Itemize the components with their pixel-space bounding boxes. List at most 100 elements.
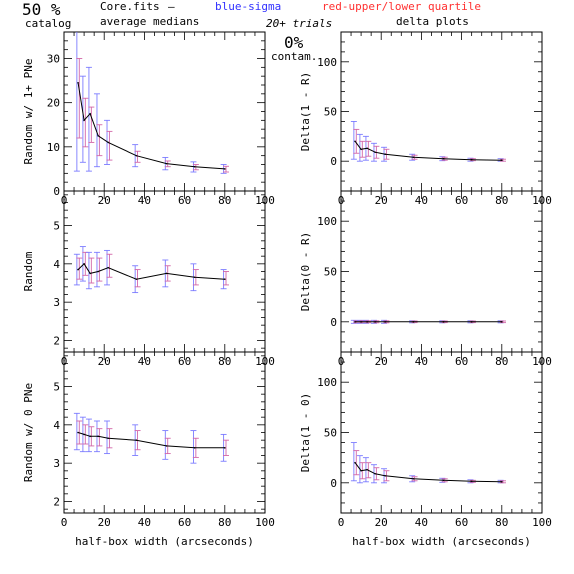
- x-axis-label: half-box width (arcseconds): [352, 535, 531, 548]
- x-tick-label: 40: [415, 194, 428, 207]
- median-point: [360, 321, 362, 323]
- panel-frame: [63, 190, 266, 353]
- x-tick-label: 40: [138, 194, 151, 207]
- averages-label: average medians: [100, 15, 199, 28]
- panel-frame: [340, 31, 543, 192]
- median-point: [360, 469, 362, 472]
- trials-label: 20+ trials: [266, 17, 332, 30]
- y-tick-label: 4: [53, 258, 60, 271]
- median-point: [193, 276, 196, 279]
- median-point: [107, 266, 110, 269]
- x-tick-label: 20: [375, 194, 388, 207]
- median-point: [135, 278, 138, 280]
- red-legend: red-upper/lower quartile: [322, 0, 481, 13]
- median-point: [165, 162, 168, 165]
- x-tick-label: 40: [138, 355, 151, 368]
- x-axis-label: half-box width (arcseconds): [75, 535, 254, 548]
- blue-legend: blue-sigma: [215, 0, 281, 13]
- y-tick-label: 0: [330, 155, 337, 168]
- x-tick-label: 60: [178, 355, 191, 368]
- median-point: [193, 447, 196, 449]
- median-point: [83, 119, 85, 122]
- y-tick-label: 3: [53, 296, 60, 309]
- y-tick-label: 2: [53, 496, 60, 509]
- median-point: [193, 165, 196, 168]
- x-tick-label: 80: [495, 355, 508, 368]
- median-point: [366, 147, 368, 150]
- dash-label: —: [168, 0, 175, 13]
- median-point: [384, 474, 387, 477]
- median-point: [224, 168, 226, 170]
- median-point: [107, 437, 110, 440]
- x-tick-label: 60: [455, 194, 468, 207]
- median-line: [354, 462, 502, 483]
- median-point: [107, 141, 110, 144]
- y-tick-label: 50: [324, 106, 337, 119]
- y-axis-label: Delta(1 - 0): [299, 393, 312, 472]
- median-point: [470, 480, 473, 483]
- y-tick-label: 4: [53, 419, 60, 432]
- median-point: [374, 472, 376, 475]
- percent-label: 50 %: [22, 0, 61, 19]
- x-tick-label: 0: [61, 516, 68, 529]
- x-tick-label: 80: [495, 194, 508, 207]
- y-tick-label: 0: [330, 477, 337, 490]
- y-tick-label: 50: [324, 427, 337, 440]
- contam-pct-label: 0%: [284, 33, 304, 52]
- median-point: [83, 263, 85, 265]
- median-point: [224, 278, 226, 280]
- median-point: [354, 140, 356, 143]
- median-line: [77, 263, 225, 280]
- median-point: [470, 158, 473, 161]
- y-tick-label: 100: [317, 56, 337, 69]
- panel-frame: [340, 190, 543, 353]
- y-axis-label: Delta(0 - R): [299, 232, 312, 311]
- y-axis-label: Random: [22, 251, 35, 291]
- x-tick-label: 20: [98, 516, 111, 529]
- x-tick-label: 80: [495, 516, 508, 529]
- median-point: [501, 481, 503, 483]
- median-point: [360, 148, 362, 151]
- y-tick-label: 100: [317, 215, 337, 228]
- median-point: [384, 321, 387, 323]
- median-point: [224, 447, 226, 449]
- y-tick-label: 0: [53, 185, 60, 198]
- x-tick-label: 60: [178, 194, 191, 207]
- median-point: [77, 81, 79, 84]
- median-point: [165, 445, 168, 447]
- x-tick-label: 100: [255, 516, 275, 529]
- median-point: [384, 153, 387, 156]
- x-tick-label: 20: [375, 355, 388, 368]
- y-axis-label: Random w/ 0 PNe: [22, 383, 35, 482]
- y-tick-label: 50: [324, 266, 337, 279]
- x-tick-label: 60: [178, 516, 191, 529]
- y-tick-label: 30: [47, 53, 60, 66]
- median-point: [442, 321, 445, 323]
- x-tick-label: 20: [98, 194, 111, 207]
- median-point: [165, 272, 168, 275]
- median-point: [97, 270, 99, 273]
- median-point: [89, 112, 91, 115]
- median-point: [354, 461, 356, 464]
- x-tick-label: 40: [415, 516, 428, 529]
- median-point: [135, 439, 138, 441]
- median-point: [412, 321, 415, 323]
- median-point: [135, 154, 138, 157]
- panel-6: 0 50 100 0 20 40 60 80 100 Delta(1 - 0) half-box w…: [299, 351, 552, 548]
- median-point: [501, 159, 503, 161]
- median-point: [89, 435, 91, 438]
- median-point: [442, 479, 445, 482]
- y-tick-label: 10: [47, 141, 60, 154]
- median-point: [366, 468, 368, 471]
- panel-frame: [63, 351, 266, 514]
- y-tick-label: 3: [53, 457, 60, 470]
- delta-label: delta plots: [396, 15, 469, 28]
- y-axis-label: Delta(1 - R): [299, 72, 312, 151]
- median-point: [77, 431, 79, 434]
- y-tick-label: 5: [53, 220, 60, 233]
